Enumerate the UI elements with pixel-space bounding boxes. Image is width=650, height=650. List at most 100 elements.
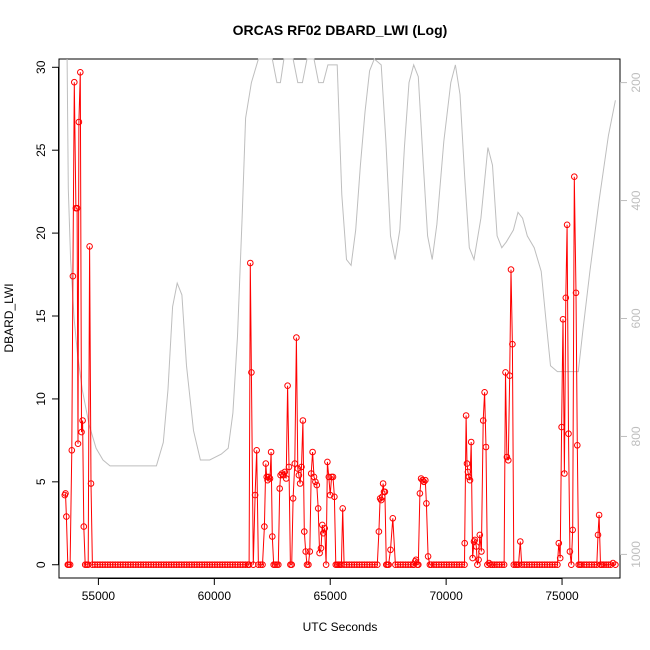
data-point	[543, 561, 551, 569]
data-point	[312, 478, 319, 486]
data-point	[526, 561, 533, 569]
data-point	[487, 561, 494, 569]
data-point	[356, 561, 363, 569]
data-point	[482, 443, 490, 451]
data-point	[321, 525, 329, 532]
data-point	[594, 531, 602, 539]
data-point	[377, 496, 385, 504]
data-point	[438, 561, 445, 569]
data-point	[528, 561, 536, 569]
data-point	[399, 561, 407, 569]
data-point	[313, 481, 321, 489]
data-point	[424, 553, 432, 560]
data-point	[339, 505, 347, 512]
data-point	[277, 471, 284, 479]
data-point	[340, 561, 348, 569]
data-point	[551, 561, 559, 569]
data-point	[298, 463, 305, 471]
data-point	[461, 539, 469, 547]
data-point	[306, 548, 314, 555]
data-point	[489, 561, 496, 569]
data-point	[248, 369, 255, 376]
data-point	[271, 561, 279, 569]
data-point	[267, 448, 275, 456]
data-point	[574, 442, 581, 449]
data-point	[288, 561, 296, 569]
data-point	[602, 561, 610, 569]
y-tick-label: 0	[34, 561, 48, 568]
data-point	[375, 528, 383, 535]
data-point	[397, 561, 404, 569]
data-point	[284, 382, 291, 390]
data-point	[276, 485, 284, 492]
data-point	[291, 460, 299, 467]
data-point	[559, 316, 567, 323]
data-point	[361, 561, 368, 569]
y-tick-label: 5	[34, 478, 48, 485]
pressure-line	[66, 58, 616, 467]
data-point	[178, 561, 185, 569]
data-point	[345, 561, 353, 569]
data-point	[175, 561, 183, 569]
data-point	[407, 561, 415, 569]
data-point	[331, 493, 338, 501]
data-point	[415, 561, 422, 569]
data-point	[558, 423, 565, 431]
data-point	[565, 430, 572, 438]
data-point	[507, 266, 515, 273]
data-point	[463, 460, 471, 467]
data-point	[366, 561, 373, 569]
data-point	[368, 561, 376, 569]
data-point	[239, 561, 247, 569]
y2-tick-label: 1000	[629, 541, 643, 568]
data-point	[453, 561, 461, 569]
data-point	[451, 561, 458, 569]
data-point	[259, 561, 266, 569]
data-point	[281, 468, 289, 476]
data-point	[80, 523, 88, 530]
data-point	[71, 78, 78, 86]
data-point	[247, 259, 254, 267]
y2-tick-label: 400	[629, 190, 643, 210]
data-point	[505, 457, 512, 464]
x-tick-label: 55000	[82, 589, 116, 603]
data-point	[75, 118, 83, 126]
data-point	[211, 561, 219, 569]
data-point	[294, 465, 302, 472]
data-point	[561, 470, 568, 477]
data-point	[469, 554, 476, 562]
data-point	[74, 440, 82, 448]
data-point	[353, 561, 361, 569]
data-point	[462, 412, 470, 419]
data-point	[588, 561, 596, 569]
pressure-series	[66, 58, 616, 467]
data-point	[255, 561, 262, 569]
y-axis: 0 5 10 15 20 25 30	[34, 60, 59, 568]
data-point	[479, 417, 487, 424]
data-point	[289, 495, 297, 502]
data-point	[605, 561, 612, 569]
y2-tick-label: 200	[629, 72, 643, 92]
y2-tick-label: 600	[629, 308, 643, 328]
data-point	[66, 561, 74, 569]
data-point	[293, 334, 300, 341]
y-tick-label: 15	[34, 309, 48, 323]
data-point	[150, 561, 157, 569]
data-point	[423, 500, 430, 507]
data-point	[251, 491, 259, 499]
data-point	[578, 561, 585, 569]
data-point	[478, 548, 485, 555]
data-point	[430, 561, 438, 569]
data-point	[467, 438, 475, 446]
data-point	[533, 561, 541, 569]
data-point	[326, 491, 334, 499]
data-point	[68, 447, 76, 454]
data-point	[471, 536, 479, 544]
data-point	[226, 561, 234, 569]
dbard-lwi-series	[61, 69, 619, 569]
data-point	[124, 561, 132, 569]
data-point	[448, 561, 456, 569]
data-point	[598, 561, 606, 569]
data-point	[572, 289, 580, 297]
